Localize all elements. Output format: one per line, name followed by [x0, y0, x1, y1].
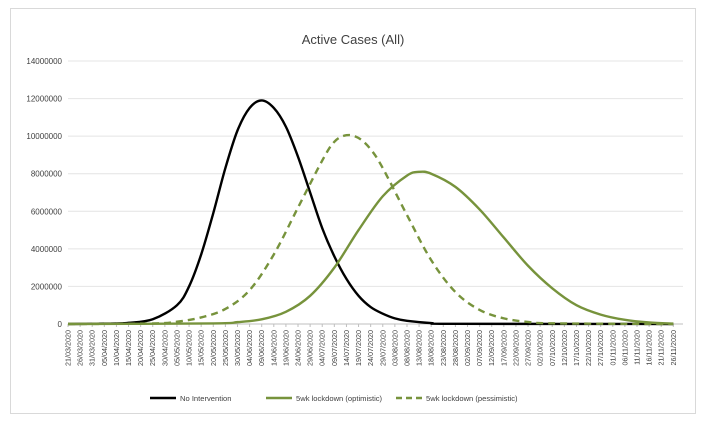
- legend-label-2: 5wk lockdown (pessimistic): [426, 394, 518, 403]
- x-tick-label: 18/08/2020: [427, 330, 436, 366]
- y-tick-label: 2000000: [31, 282, 63, 291]
- x-tick-label: 08/08/2020: [402, 330, 411, 366]
- x-tick-label: 26/03/2020: [76, 330, 85, 366]
- x-tick-label: 11/11/2020: [632, 330, 641, 365]
- x-tick-label: 29/07/2020: [378, 330, 387, 366]
- x-tick-label: 05/05/2020: [172, 330, 181, 366]
- x-tick-label: 15/04/2020: [124, 330, 133, 366]
- x-tick-label: 26/11/2020: [669, 330, 678, 365]
- x-tick-label: 14/06/2020: [269, 330, 278, 366]
- x-tick-label: 25/05/2020: [221, 330, 230, 366]
- x-tick-label: 05/04/2020: [100, 330, 109, 366]
- x-tick-label: 04/07/2020: [318, 330, 327, 366]
- x-tick-label: 31/03/2020: [88, 330, 97, 366]
- series-line-1: [67, 170, 674, 326]
- x-tick-label: 19/06/2020: [281, 330, 290, 366]
- y-tick-label: 14000000: [26, 57, 62, 66]
- x-tick-label: 21/11/2020: [657, 330, 666, 365]
- x-tick-label: 09/06/2020: [257, 330, 266, 366]
- gridlines: [68, 60, 683, 325]
- x-tick-label: 17/10/2020: [572, 330, 581, 366]
- x-tick-label: 13/08/2020: [415, 330, 424, 366]
- x-tick-label: 17/09/2020: [499, 330, 508, 366]
- x-tick-label: 16/11/2020: [645, 330, 654, 365]
- x-tick-label: 22/09/2020: [511, 330, 520, 366]
- y-tick-label: 10000000: [26, 132, 62, 141]
- x-tick-label: 10/05/2020: [185, 330, 194, 366]
- legend-label-1: 5wk lockdown (optimistic): [296, 394, 383, 403]
- y-tick-label: 6000000: [31, 207, 63, 216]
- x-tick-label: 24/07/2020: [366, 330, 375, 366]
- x-tick-label: 12/09/2020: [487, 330, 496, 366]
- x-tick-label: 10/04/2020: [112, 330, 121, 366]
- chart-title: Active Cases (All): [302, 32, 405, 47]
- x-tick-label: 07/09/2020: [475, 330, 484, 366]
- x-tick-label: 15/05/2020: [197, 330, 206, 366]
- legend: No Intervention 5wk lockdown (optimistic)…: [150, 394, 518, 403]
- y-tick-label: 8000000: [31, 170, 63, 179]
- x-tick-label: 01/11/2020: [608, 330, 617, 365]
- x-tick-label: 20/05/2020: [209, 330, 218, 366]
- y-tick-label: 0: [58, 320, 63, 329]
- x-tick-label: 27/09/2020: [524, 330, 533, 366]
- series-line-0: [67, 99, 674, 326]
- x-tick-label: 30/05/2020: [233, 330, 242, 366]
- x-tick-label: 14/07/2020: [342, 330, 351, 366]
- x-tick-label: 29/06/2020: [306, 330, 315, 366]
- y-tick-label: 4000000: [31, 245, 63, 254]
- series-lines: [67, 99, 674, 326]
- x-axis-ticks: 21/03/2020 26/03/2020 31/03/2020 05/04/2020…: [64, 324, 678, 366]
- x-tick-label: 24/06/2020: [294, 330, 303, 366]
- x-tick-label: 12/10/2020: [560, 330, 569, 366]
- y-axis-ticks: 0 2000000 4000000 6000000 8000000 10000000 120…: [26, 57, 62, 329]
- x-tick-label: 04/06/2020: [245, 330, 254, 366]
- x-tick-label: 21/03/2020: [64, 330, 73, 366]
- x-tick-label: 20/04/2020: [136, 330, 145, 366]
- x-tick-label: 09/07/2020: [330, 330, 339, 366]
- x-tick-label: 30/04/2020: [160, 330, 169, 366]
- x-tick-label: 03/08/2020: [390, 330, 399, 366]
- x-tick-label: 27/10/2020: [596, 330, 605, 366]
- x-tick-label: 07/10/2020: [548, 330, 557, 366]
- x-tick-label: 02/09/2020: [463, 330, 472, 366]
- y-tick-label: 12000000: [26, 95, 62, 104]
- x-tick-label: 28/08/2020: [451, 330, 460, 366]
- x-tick-label: 06/11/2020: [620, 330, 629, 365]
- x-tick-label: 19/07/2020: [354, 330, 363, 366]
- x-tick-label: 23/08/2020: [439, 330, 448, 366]
- x-tick-label: 02/10/2020: [536, 330, 545, 366]
- x-tick-label: 25/04/2020: [148, 330, 157, 366]
- x-tick-label: 22/10/2020: [584, 330, 593, 366]
- series-line-2: [67, 133, 674, 326]
- legend-label-0: No Intervention: [180, 394, 232, 403]
